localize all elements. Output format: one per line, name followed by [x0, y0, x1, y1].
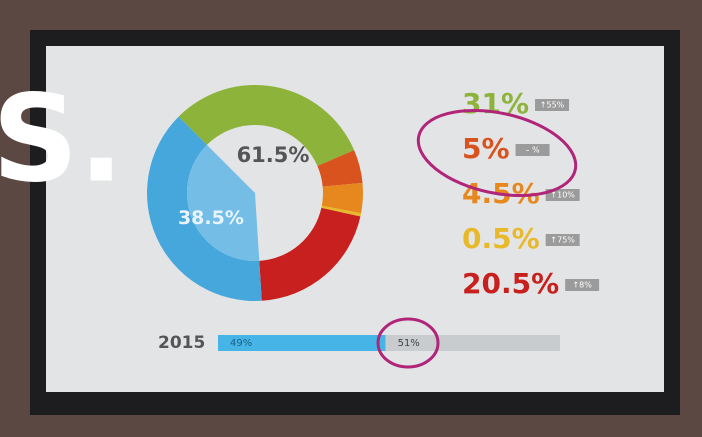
change-label: ↑55%	[540, 101, 565, 110]
change-label: ↑8%	[572, 281, 592, 290]
center-label: 61.5%	[237, 143, 310, 167]
change-label: ↑75%	[550, 236, 575, 245]
photo: S. 38.5%61.5%31%↑55%5%– %4.5%↑10%0.5%↑75…	[0, 0, 702, 437]
segment-label: 38.5%	[178, 207, 244, 229]
legend-value: 31%	[462, 87, 529, 120]
overlay-text: S.	[0, 71, 124, 210]
bar-value-label: 49%	[230, 338, 252, 349]
legend-value: 5%	[462, 132, 510, 165]
page: S. 38.5%61.5%31%↑55%5%– %4.5%↑10%0.5%↑75…	[0, 0, 702, 437]
legend-value: 0.5%	[462, 222, 540, 255]
change-label: ↑10%	[550, 191, 575, 200]
change-label: – %	[525, 146, 540, 155]
legend-value: 20.5%	[462, 267, 559, 300]
bar-value-label: 51%	[398, 338, 420, 349]
bar-label: 2015	[158, 333, 205, 353]
